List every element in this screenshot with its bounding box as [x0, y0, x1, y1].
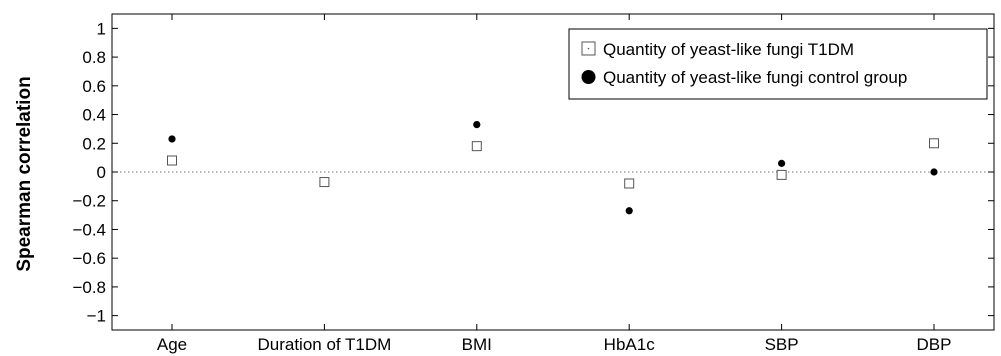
data-point-t1dm — [624, 178, 635, 189]
legend-marker-center-dot — [587, 47, 590, 50]
y-tick-label: −0.6 — [72, 249, 106, 268]
x-tick-label: Duration of T1DM — [257, 335, 391, 354]
x-tick-label: BMI — [462, 335, 492, 354]
x-tick-label: SBP — [765, 335, 799, 354]
x-axis-ticks: Age Duration of T1DM BMI HbA1c SBP DBP — [157, 14, 952, 354]
data-point-control — [625, 207, 633, 215]
y-tick-label: 0 — [97, 163, 106, 182]
data-point-control — [778, 159, 786, 167]
x-tick-label: Age — [157, 335, 187, 354]
y-tick-label: 0.4 — [82, 106, 106, 125]
y-tick-label: 0.8 — [82, 48, 106, 67]
data-markers — [167, 121, 939, 215]
legend-marker-filled-circle — [581, 70, 596, 84]
y-axis-ticks: 1 0.8 0.6 0.4 0.2 0 −0.2 −0.4 −0.6 −0.8 −1 — [72, 19, 994, 326]
data-point-control — [473, 121, 481, 129]
legend-label: Quantity of yeast-like fungi T1DM — [603, 40, 854, 59]
data-point-control — [168, 135, 176, 143]
legend-box — [568, 28, 988, 100]
x-tick-label: HbA1c — [604, 335, 656, 354]
legend-entry: Quantity of yeast-like fungi T1DM — [581, 40, 854, 59]
x-tick-label: DBP — [917, 335, 952, 354]
data-point-t1dm — [167, 155, 177, 166]
data-point-t1dm — [471, 141, 482, 152]
legend-entries: Quantity of yeast-like fungi T1DM Quantit… — [581, 40, 907, 87]
y-tick-label: −1 — [87, 307, 106, 326]
y-tick-label: −0.8 — [72, 278, 106, 297]
legend-label: Quantity of yeast-like fungi control gro… — [603, 68, 907, 87]
data-point-t1dm — [319, 177, 330, 188]
y-tick-label: 1 — [97, 19, 106, 38]
y-axis-label: Spearman correlation — [14, 76, 35, 271]
data-point-t1dm — [776, 169, 787, 180]
data-point-control — [930, 168, 938, 176]
plot-area: 1 0.8 0.6 0.4 0.2 0 −0.2 −0.4 −0.6 −0.8 −1 Age Dura… — [72, 13, 995, 354]
legend: Quantity of yeast-like fungi T1DM Quantit… — [568, 28, 988, 100]
legend-entry: Quantity of yeast-like fungi control gro… — [581, 68, 907, 87]
y-tick-label: −0.2 — [72, 192, 106, 211]
data-point-t1dm — [929, 138, 939, 149]
y-tick-label: 0.6 — [82, 77, 106, 96]
y-tick-label: 0.2 — [82, 134, 106, 153]
y-tick-label: −0.4 — [72, 220, 106, 239]
